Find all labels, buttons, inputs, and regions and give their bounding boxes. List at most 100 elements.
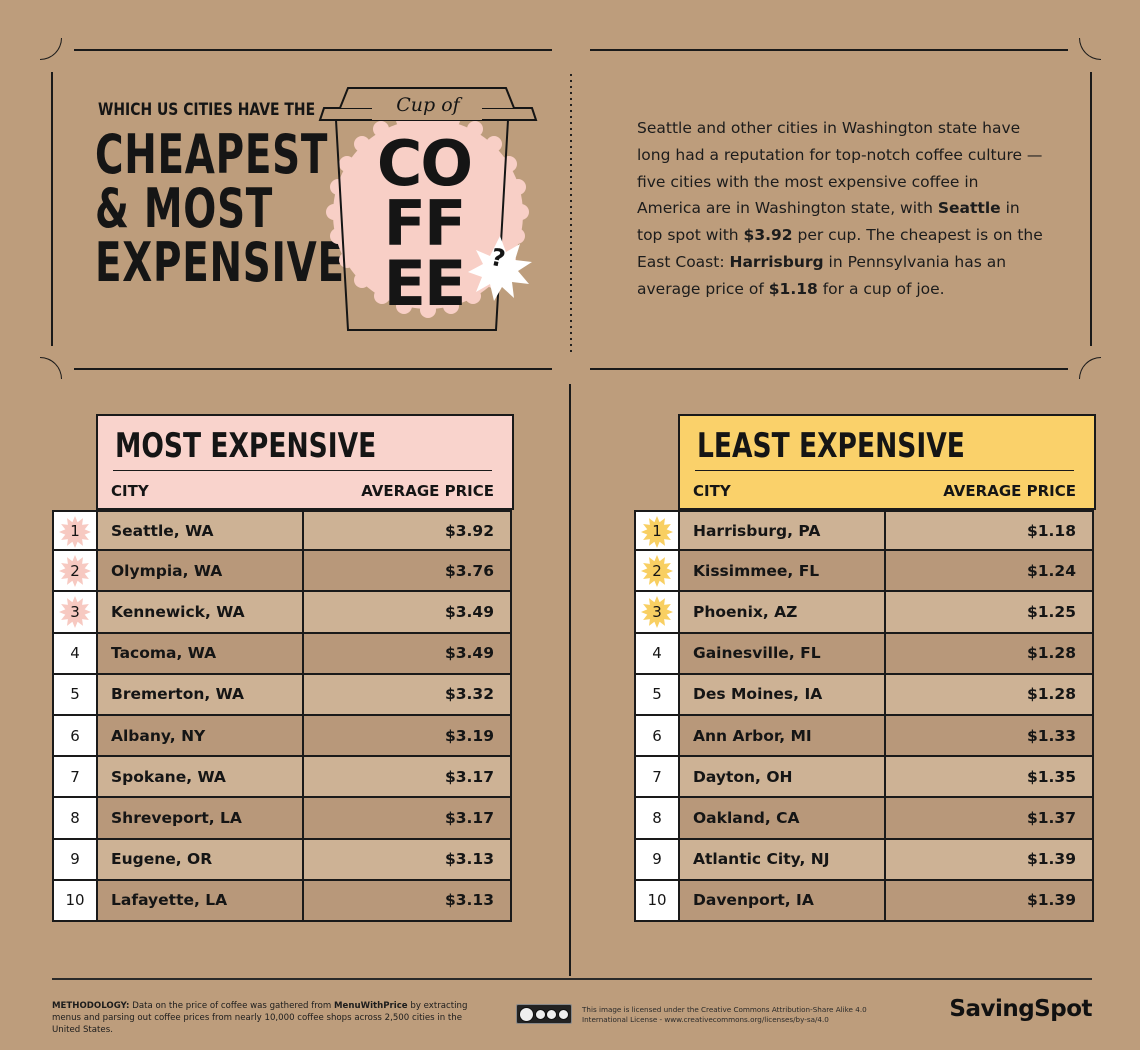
rank-cell: 4 <box>54 633 98 673</box>
city-cell: Spokane, WA <box>98 757 304 797</box>
rank-number: 8 <box>652 808 662 827</box>
table-row: 9 Atlantic City, NJ $1.39 <box>636 839 1094 881</box>
intro-highlight-seattle: Seattle <box>937 199 1001 218</box>
table-title: MOST EXPENSIVE <box>115 426 377 466</box>
price-cell: $3.17 <box>304 798 512 838</box>
price-cell: $3.32 <box>304 674 512 714</box>
city-cell: Dayton, OH <box>680 757 886 797</box>
rank-cell: 1 <box>54 512 98 550</box>
city-cell: Eugene, OR <box>98 839 304 879</box>
rank-number: 7 <box>70 767 80 786</box>
cup-word-line-2: FF <box>383 187 467 260</box>
table-row: 10 Davenport, IA $1.39 <box>636 880 1094 922</box>
intro-paragraph: Seattle and other cities in Washington s… <box>637 115 1047 303</box>
city-cell: Atlantic City, NJ <box>680 839 886 879</box>
license-line-1: This image is licensed under the Creativ… <box>582 1005 867 1014</box>
price-cell: $3.49 <box>304 592 512 632</box>
table-row: 3 Kennewick, WA $3.49 <box>54 592 512 634</box>
page-title-line-3: EXPENSIVE <box>95 231 345 294</box>
intro-text: in Pennsylvania has an average price of <box>637 252 1007 298</box>
rank-number: 3 <box>652 602 662 621</box>
license-line-2: International License - www.creativecomm… <box>582 1015 829 1024</box>
brand-logo: SavingSpot <box>949 996 1092 1022</box>
rank-number: 1 <box>652 521 662 540</box>
rank-cell: 9 <box>636 839 680 879</box>
rank-cell: 10 <box>54 880 98 920</box>
rank-cell: 6 <box>54 715 98 756</box>
cup-word-line-3: EE <box>383 247 467 320</box>
table-row: 9 Eugene, OR $3.13 <box>54 839 512 881</box>
price-cell: $3.13 <box>304 880 512 920</box>
rank-cell: 2 <box>636 551 680 591</box>
city-cell: Albany, NY <box>98 715 304 756</box>
price-cell: $1.33 <box>886 715 1094 756</box>
table-row: 5 Des Moines, IA $1.28 <box>636 674 1094 716</box>
rank-number: 6 <box>652 726 662 745</box>
rank-cell: 2 <box>54 551 98 591</box>
table-row: 10 Lafayette, LA $3.13 <box>54 880 512 922</box>
city-cell: Ann Arbor, MI <box>680 715 886 756</box>
methodology-text: Data on the price of coffee was gathered… <box>129 1001 334 1011</box>
footer-divider <box>52 978 1092 980</box>
city-cell: Gainesville, FL <box>680 633 886 673</box>
page-subtitle: WHICH US CITIES HAVE THE <box>98 100 316 120</box>
price-cell: $3.17 <box>304 757 512 797</box>
intro-text: for a cup of joe. <box>817 279 945 298</box>
price-cell: $1.24 <box>886 551 1094 591</box>
column-header-price: AVERAGE PRICE <box>361 482 494 500</box>
rank-number: 2 <box>70 561 80 580</box>
table-header: LEAST EXPENSIVE CITY AVERAGE PRICE <box>678 414 1096 510</box>
city-cell: Oakland, CA <box>680 798 886 838</box>
price-cell: $1.18 <box>886 512 1094 550</box>
rank-star-icon <box>59 516 91 548</box>
cup-word: CO FF EE <box>374 127 474 320</box>
cc-nc-icon <box>546 1008 558 1020</box>
table-title: LEAST EXPENSIVE <box>697 426 965 466</box>
city-cell: Shreveport, LA <box>98 798 304 838</box>
rank-number: 7 <box>652 767 662 786</box>
rank-cell: 7 <box>54 757 98 797</box>
city-cell: Des Moines, IA <box>680 674 886 714</box>
price-cell: $1.28 <box>886 674 1094 714</box>
table-row: 6 Albany, NY $3.19 <box>54 715 512 758</box>
table-row: 2 Kissimmee, FL $1.24 <box>636 551 1094 593</box>
city-cell: Phoenix, AZ <box>680 592 886 632</box>
rank-number: 6 <box>70 726 80 745</box>
dotted-divider <box>570 72 572 352</box>
rank-number: 9 <box>70 850 80 869</box>
rank-cell: 8 <box>54 798 98 838</box>
methodology-label: METHODOLOGY: <box>52 1001 130 1011</box>
header-divider <box>113 470 492 471</box>
intro-highlight-price-min: $1.18 <box>768 279 818 298</box>
creative-commons-badge-icon <box>516 1004 572 1024</box>
rank-number: 4 <box>70 644 80 663</box>
page-title-line-1: CHEAPEST <box>95 123 329 186</box>
rank-number: 5 <box>70 685 80 704</box>
rank-number: 9 <box>652 850 662 869</box>
column-divider <box>569 384 571 976</box>
rank-star-icon <box>59 596 91 629</box>
price-cell: $3.76 <box>304 551 512 591</box>
price-cell: $3.49 <box>304 633 512 673</box>
rank-number: 5 <box>652 685 662 704</box>
intro-text: in top spot with <box>637 199 1020 245</box>
intro-highlight-harrisburg: Harrisburg <box>729 252 824 271</box>
price-cell: $1.28 <box>886 633 1094 673</box>
rank-cell: 9 <box>54 839 98 879</box>
rank-cell: 3 <box>54 592 98 632</box>
rank-star-icon <box>641 516 673 548</box>
rank-cell: 10 <box>636 880 680 920</box>
column-header-city: CITY <box>111 482 149 500</box>
table-row: 7 Spokane, WA $3.17 <box>54 757 512 799</box>
table-row: 2 Olympia, WA $3.76 <box>54 551 512 593</box>
table-row: 8 Shreveport, LA $3.17 <box>54 798 512 840</box>
rank-number: 4 <box>652 644 662 663</box>
rank-cell: 3 <box>636 592 680 632</box>
cup-label: Cup of <box>396 94 460 116</box>
table-row: 5 Bremerton, WA $3.32 <box>54 674 512 716</box>
cup-word-line-1: CO <box>376 127 473 200</box>
source-name: MenuWithPrice <box>333 1001 408 1011</box>
intro-text: Seattle and other cities in Washington s… <box>637 119 1043 218</box>
rank-cell: 7 <box>636 757 680 797</box>
price-cell: $1.37 <box>886 798 1094 838</box>
